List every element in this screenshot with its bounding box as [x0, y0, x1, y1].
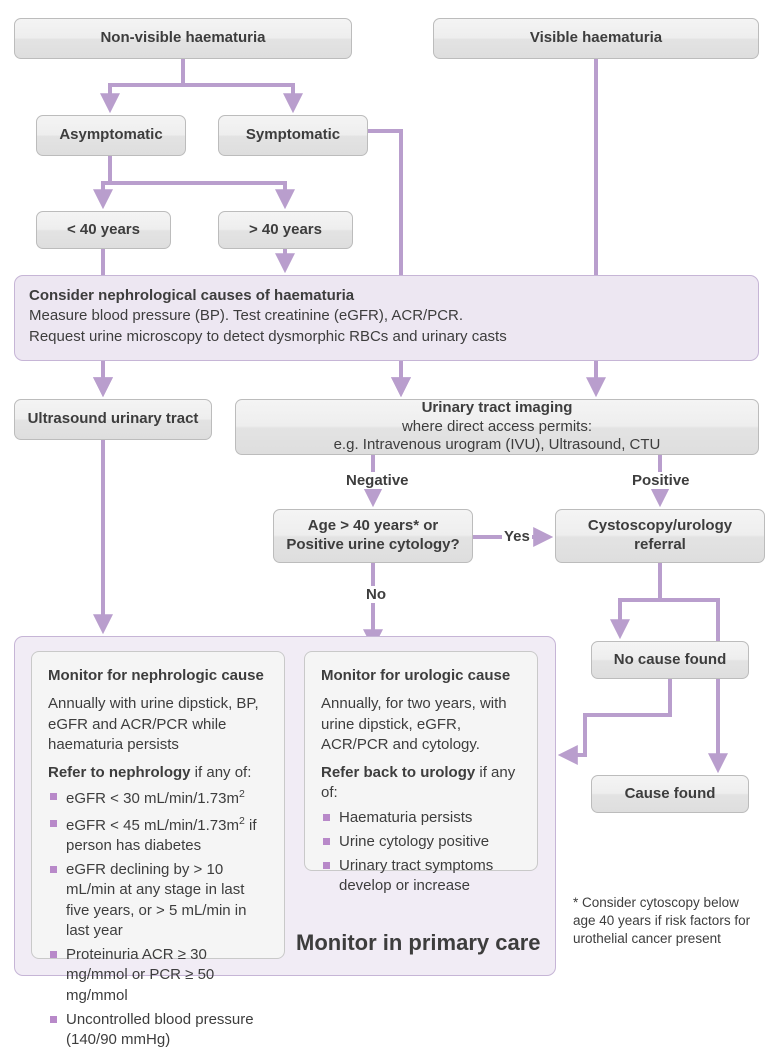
- node-ultrasound: Ultrasound urinary tract: [14, 399, 212, 440]
- node-age40q: Age > 40 years* orPositive urine cytolog…: [273, 509, 473, 563]
- node-lt40: < 40 years: [36, 211, 171, 249]
- node-causefound: Cause found: [591, 775, 749, 813]
- edge-label-positive: Positive: [630, 472, 692, 489]
- panel-consider-nephrological: Consider nephrological causes of haematu…: [14, 275, 759, 361]
- node-gt40: > 40 years: [218, 211, 353, 249]
- footnote-cytoscopy: * Consider cytoscopy below age 40 years …: [573, 894, 763, 949]
- edge-label-yes: Yes: [502, 528, 532, 545]
- node-nocause: No cause found: [591, 641, 749, 679]
- node-cystoscopy: Cystoscopy/urology referral: [555, 509, 765, 563]
- monitor-urologic-box: Monitor for urologic causeAnnually, for …: [304, 651, 538, 871]
- monitor-nephrologic-box: Monitor for nephrologic causeAnnually wi…: [31, 651, 285, 959]
- edge-label-negative: Negative: [344, 472, 411, 489]
- node-imaging: Urinary tract imaging where direct acces…: [235, 399, 759, 455]
- monitor-primary-care-label: Monitor in primary care: [296, 930, 541, 956]
- node-visible: Visible haematuria: [433, 18, 759, 59]
- edge-label-no: No: [364, 586, 388, 603]
- node-asymptomatic: Asymptomatic: [36, 115, 186, 156]
- node-nonvisible: Non-visible haematuria: [14, 18, 352, 59]
- node-symptomatic: Symptomatic: [218, 115, 368, 156]
